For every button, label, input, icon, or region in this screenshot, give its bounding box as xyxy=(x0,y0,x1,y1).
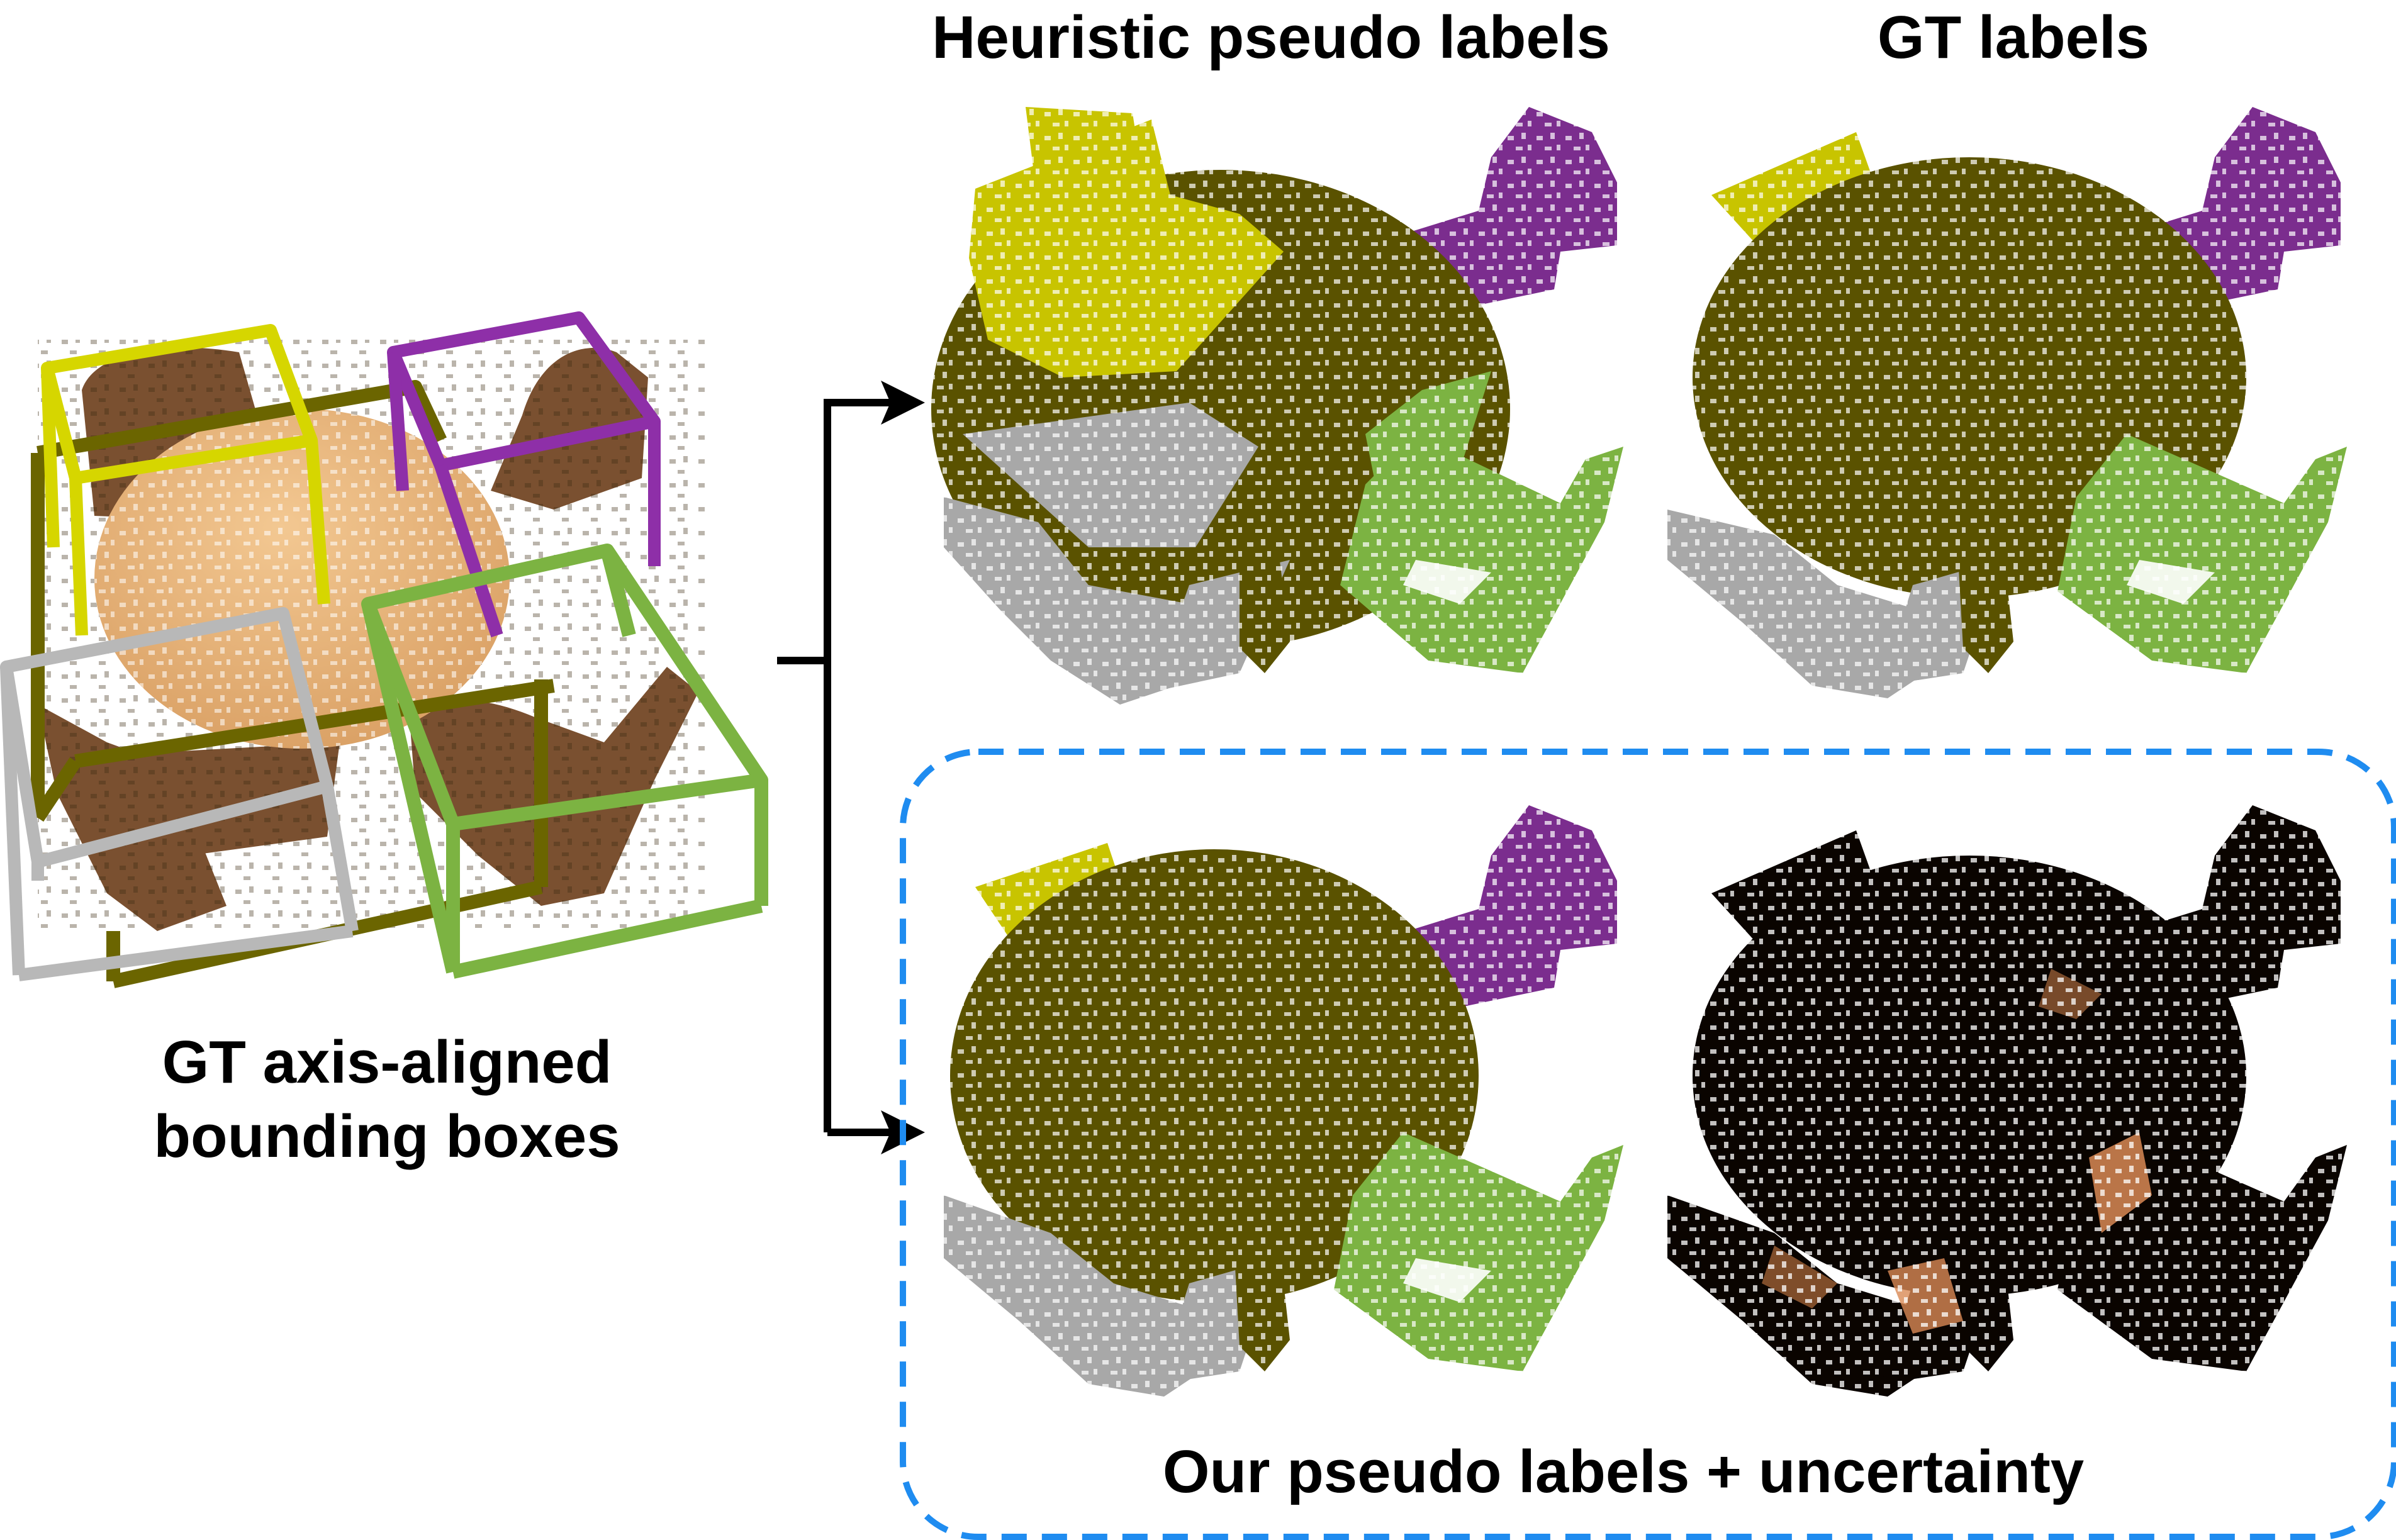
yellow-chair-box xyxy=(41,324,330,636)
caption-bounding-boxes-line1: GT axis-aligned xyxy=(162,1029,612,1096)
purple-chair-box xyxy=(387,311,661,638)
green-chair-box xyxy=(361,544,768,979)
uncertainty-scene xyxy=(1649,805,2353,1409)
caption-bounding-boxes: GT axis-aligned bounding boxes xyxy=(50,1025,724,1174)
arrow-branch-line xyxy=(824,399,906,1132)
bounding-box-scene xyxy=(0,311,768,988)
caption-heuristic: Heuristic pseudo labels xyxy=(932,4,1610,71)
arrow-head-top xyxy=(881,381,925,425)
caption-bounding-boxes-line2: bounding boxes xyxy=(154,1103,620,1170)
branch-arrows xyxy=(777,381,925,1154)
heuristic-scene xyxy=(925,107,1630,711)
ours-dashed-box xyxy=(900,749,2396,1540)
gray-chair-box xyxy=(0,607,359,981)
caption-gt-labels: GT labels xyxy=(1877,4,2150,71)
caption-ours: Our pseudo labels + uncertainty xyxy=(1162,1438,2085,1505)
gt-scene xyxy=(1649,107,2353,711)
ours-scene xyxy=(925,805,1630,1409)
